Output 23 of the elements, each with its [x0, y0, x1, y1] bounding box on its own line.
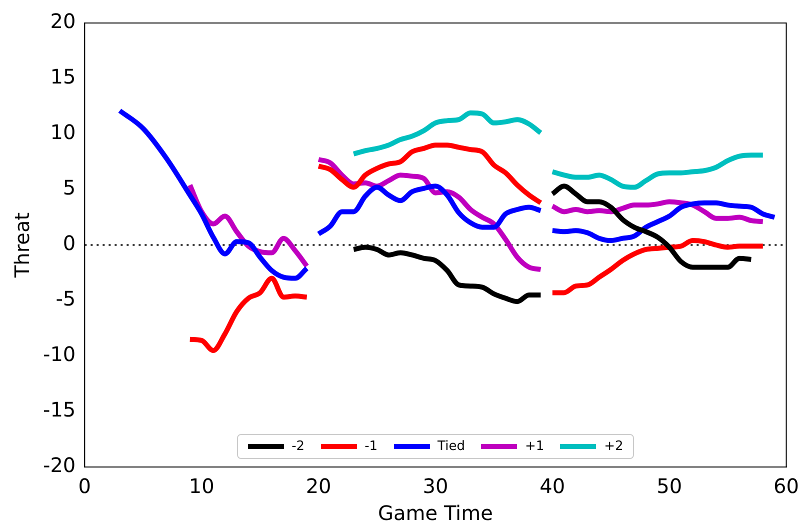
y-tick-label: -20	[42, 453, 76, 478]
y-tick-label: 10	[50, 120, 76, 144]
legend-label: Tied	[438, 439, 465, 454]
legend-label: +1	[524, 439, 544, 454]
x-tick-label: 10	[188, 474, 214, 498]
y-tick-label: 15	[50, 64, 76, 89]
y-axis-title: Threat	[10, 212, 34, 279]
y-tick-label: 0	[62, 231, 76, 256]
y-tick-label: 5	[62, 176, 76, 200]
y-tick-label: -15	[42, 398, 76, 422]
y-tick-label: 20	[50, 9, 76, 34]
x-tick-label: 60	[774, 474, 799, 498]
legend-label: +2	[604, 439, 624, 454]
legend-label: -1	[364, 439, 378, 454]
x-tick-label: 50	[656, 474, 682, 498]
legend-label: -2	[292, 439, 305, 454]
y-tick-label: -10	[42, 342, 76, 366]
x-tick-label: 20	[306, 474, 332, 498]
y-tick-label: -5	[56, 286, 76, 311]
x-tick-label: 0	[78, 474, 92, 498]
x-tick-label: 40	[540, 474, 566, 498]
x-axis-title: Game Time	[378, 501, 493, 526]
x-tick-label: 30	[422, 474, 448, 498]
